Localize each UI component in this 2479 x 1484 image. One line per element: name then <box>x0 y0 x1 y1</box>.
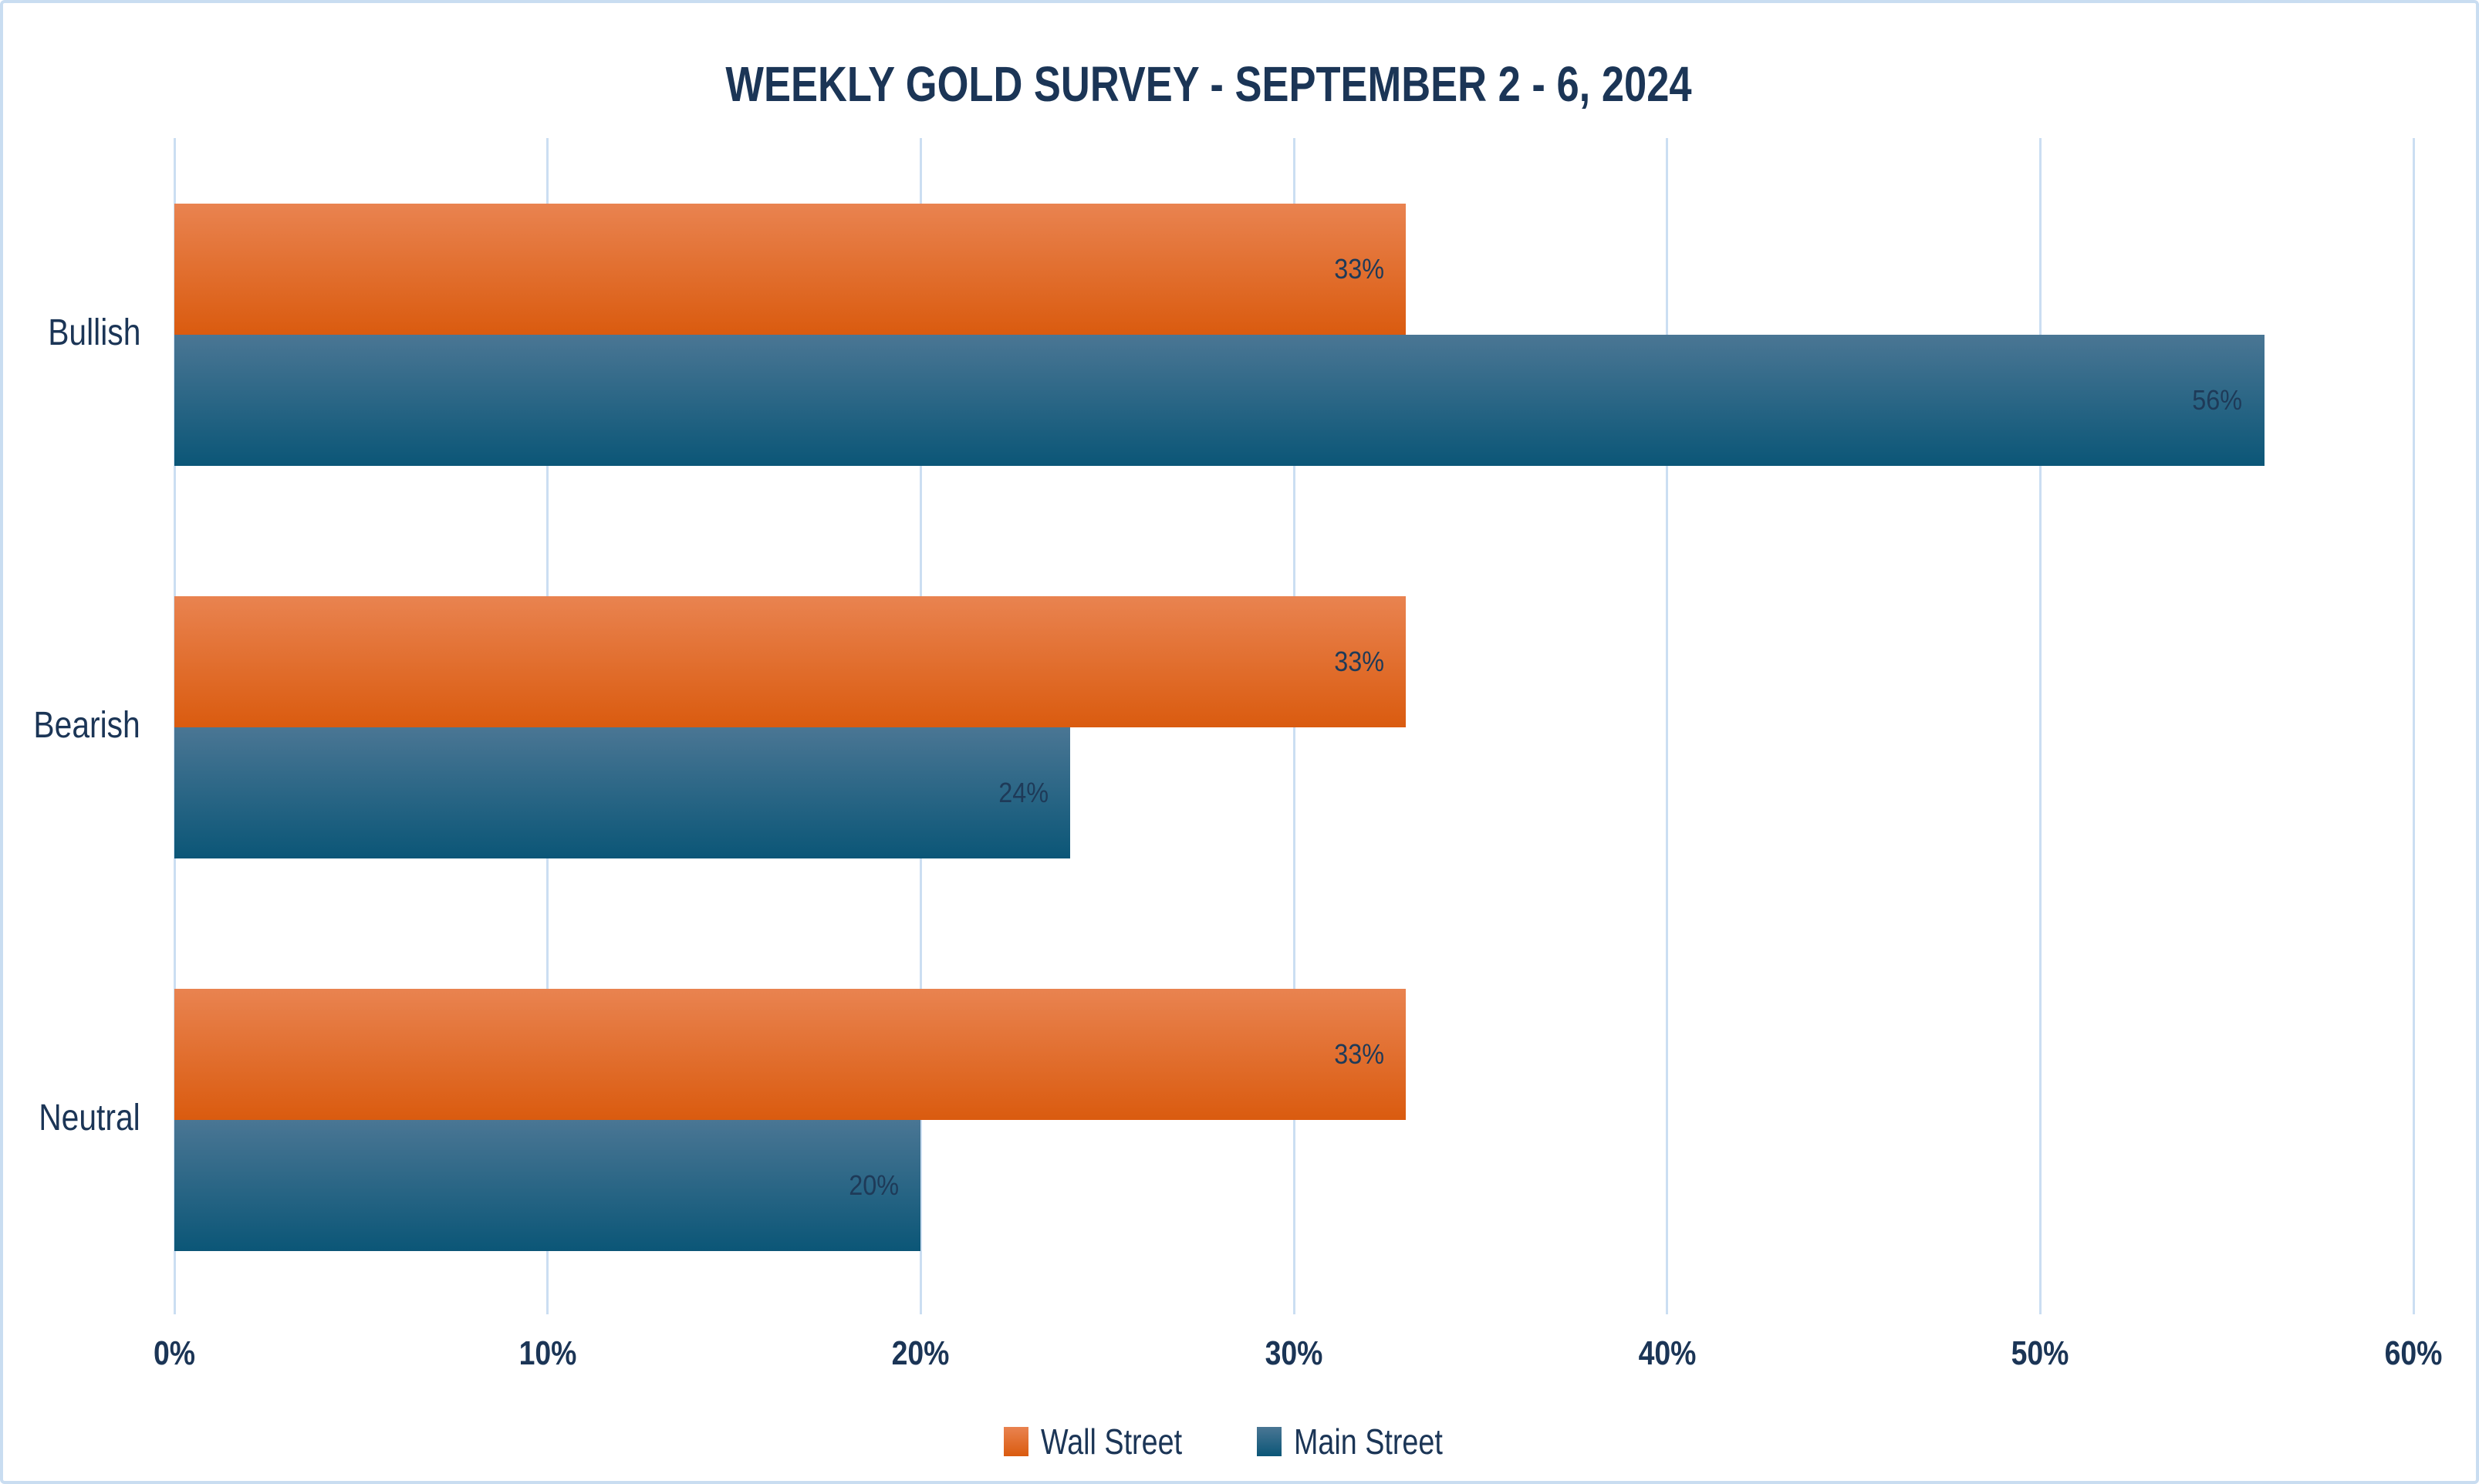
legend-item-wall-street: Wall Street <box>1004 1421 1213 1462</box>
gridline-40 <box>1666 138 1669 1314</box>
x-tick-label: 30% <box>1260 1334 1328 1373</box>
category-text: Bearish <box>33 705 140 746</box>
category-text: Neutral <box>39 1098 140 1138</box>
bar-value-label: 33% <box>1334 253 1385 285</box>
x-tick-label: 20% <box>887 1334 954 1373</box>
x-tick-label: 60% <box>2379 1334 2447 1373</box>
x-tick-text: 0% <box>153 1334 196 1372</box>
plot-area: 0% 10% 20% 30% 40% 50% 60% Bullish 33% 56% Bearish… <box>3 3 2476 1481</box>
bar-wall-street-bearish: 33% <box>174 596 1407 727</box>
x-tick-label: 50% <box>2006 1334 2074 1373</box>
bar-value-label: 24% <box>998 777 1049 808</box>
legend-swatch-icon <box>1004 1427 1029 1456</box>
x-tick-label: 40% <box>1633 1334 1701 1373</box>
bar-wall-street-bullish: 33% <box>174 204 1407 335</box>
x-tick-text: 10% <box>518 1334 577 1372</box>
bar-value-label: 33% <box>1334 1038 1385 1070</box>
category-text: Bullish <box>47 312 140 353</box>
legend-item-main-street: Main Street <box>1256 1421 1475 1462</box>
x-tick-text: 30% <box>1265 1334 1323 1372</box>
legend: Wall Street Main Street <box>3 1421 2476 1462</box>
gridline-50 <box>2038 138 2042 1314</box>
chart-title: WEEKLY GOLD SURVEY - SEPTEMBER 2 - 6, 20… <box>724 56 1692 112</box>
bar-value-label: 33% <box>1334 646 1385 677</box>
x-tick-label: 0% <box>150 1334 199 1373</box>
legend-swatch-icon <box>1256 1427 1282 1456</box>
bar-value-label: 56% <box>2192 384 2243 416</box>
legend-label: Main Street <box>1293 1422 1443 1462</box>
bar-main-street-bearish: 24% <box>174 727 1070 858</box>
bar-value-label: 20% <box>849 1169 900 1201</box>
x-tick-text: 40% <box>1638 1334 1697 1372</box>
category-label-neutral: Neutral <box>3 1097 140 1139</box>
bar-main-street-bullish: 56% <box>174 335 2265 466</box>
x-tick-text: 60% <box>2384 1334 2443 1372</box>
chart-title-container: WEEKLY GOLD SURVEY - SEPTEMBER 2 - 6, 20… <box>3 56 2413 113</box>
bar-wall-street-neutral: 33% <box>174 989 1407 1120</box>
x-tick-text: 50% <box>2011 1334 2069 1372</box>
bar-main-street-neutral: 20% <box>174 1120 921 1251</box>
category-label-bullish: Bullish <box>3 312 140 354</box>
x-tick-label: 10% <box>514 1334 582 1373</box>
category-label-bearish: Bearish <box>3 704 140 747</box>
legend-label: Wall Street <box>1041 1422 1183 1462</box>
x-tick-text: 20% <box>891 1334 950 1372</box>
gridline-60 <box>2412 138 2415 1314</box>
